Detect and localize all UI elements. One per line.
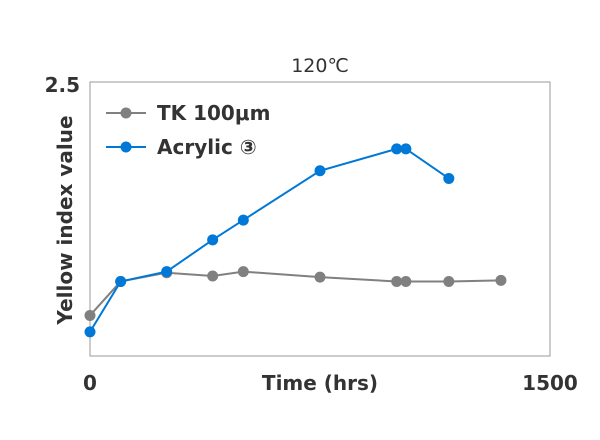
x-tick-label: 1500 xyxy=(522,371,578,395)
x-axis-label: Time (hrs) xyxy=(262,371,378,395)
series-group xyxy=(84,143,507,338)
legend-marker xyxy=(120,141,132,153)
data-point xyxy=(400,143,412,155)
plot-area xyxy=(89,81,551,357)
legend-label: Acrylic ③ xyxy=(157,135,257,159)
series-line-1 xyxy=(89,147,450,333)
y-tick-label: 2.5 xyxy=(45,73,80,97)
data-point xyxy=(314,271,326,283)
legend-label: TK 100μm xyxy=(157,101,270,125)
y-axis-label: Yellow index value xyxy=(53,115,77,325)
data-point xyxy=(115,275,127,287)
data-point xyxy=(400,275,412,287)
data-point xyxy=(391,275,403,287)
legend-marker xyxy=(120,107,132,119)
data-point xyxy=(495,274,507,286)
data-point xyxy=(443,275,455,287)
chart-title: 120℃ xyxy=(291,55,349,77)
series-line-0 xyxy=(89,270,501,317)
data-point xyxy=(237,266,249,278)
data-point xyxy=(443,172,455,184)
x-tick-label: 0 xyxy=(83,371,97,395)
data-point xyxy=(314,165,326,177)
data-point xyxy=(237,214,249,226)
data-point xyxy=(161,266,173,278)
data-point xyxy=(84,326,96,338)
legend: TK 100μm Acrylic ③ xyxy=(106,101,270,159)
data-point xyxy=(207,234,219,246)
data-point xyxy=(207,270,219,282)
data-point xyxy=(391,143,403,155)
data-point xyxy=(84,309,96,321)
